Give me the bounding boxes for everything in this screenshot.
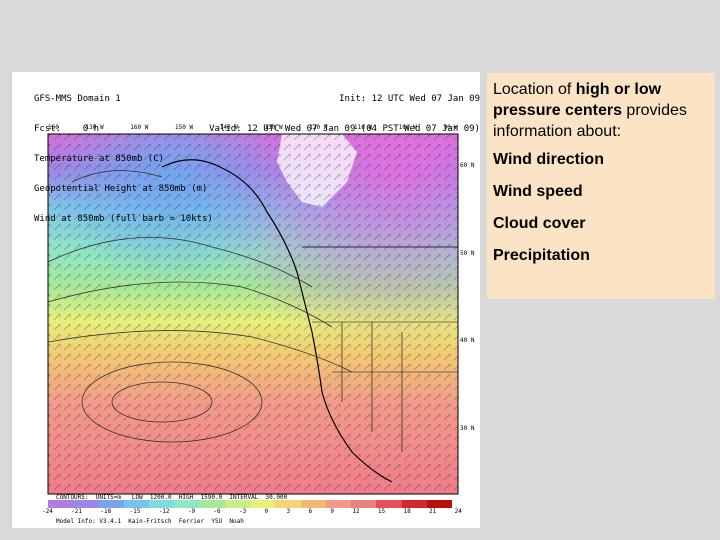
lat-label: 50 N <box>460 249 475 257</box>
question-emphasis: high or low pressure centers <box>493 81 662 119</box>
colorbar-tick: 15 <box>377 508 386 515</box>
lon-label: 130 W <box>85 124 104 131</box>
question-text: Location of high or low pressure centers… <box>493 79 709 142</box>
lon-label: 160 W <box>130 124 149 131</box>
colorbar-tick: 12 <box>352 508 360 515</box>
answer-option-cloud-cover[interactable]: Cloud cover <box>493 215 586 232</box>
question-part2: provides information about: <box>493 102 687 140</box>
colorbar-tick: 21 <box>429 508 437 515</box>
colorbar-tick: -9 <box>187 508 196 515</box>
map-header-init: Init: 12 UTC Wed 07 Jan 09 <box>339 94 480 104</box>
lon-label: 140 W <box>219 124 238 131</box>
answer-option-precipitation[interactable]: Precipitation <box>493 247 590 264</box>
colorbar-tick: -12 <box>158 508 170 515</box>
colorbar-tick: -21 <box>71 508 83 515</box>
colorbar-tick: -18 <box>100 508 112 515</box>
map-colorbar-area: CONTOURS: UNITS=m LOW 1200.0 HIGH 1590.0… <box>42 494 472 526</box>
colorbar-tick: 3 <box>286 508 291 515</box>
lon-label: 110 W <box>354 124 373 131</box>
colorbar-tick: -24 <box>42 508 53 515</box>
colorbar-tick: 0 <box>264 508 269 515</box>
colorbar-tick: -15 <box>129 508 141 515</box>
question-callout: Location of high or low pressure centers… <box>487 73 715 299</box>
lat-label: 60 N <box>460 162 475 169</box>
map-header-line: Temperature at 850mb (C) <box>34 154 165 164</box>
colorbar-tick: 9 <box>330 508 335 515</box>
temperature-colorbar <box>48 500 452 508</box>
lat-label: 30 N <box>460 424 475 432</box>
map-header-line: Fcst: 0 h <box>34 124 100 134</box>
colorbar-tick: -6 <box>213 508 221 515</box>
answer-option-wind-direction[interactable]: Wind direction <box>493 151 604 168</box>
colorbar-ticks: -24 -21 -18 -15 -12 -9 -6 -3 0 3 6 9 12 … <box>42 508 462 515</box>
lon-label: 150 W <box>175 124 194 131</box>
lat-label: 40 N <box>460 337 475 345</box>
lon-label: 130 W <box>264 124 283 131</box>
lon-label: 90 W <box>443 124 458 131</box>
weather-map: GFS-MMS Domain 1 Fcst: 0 h Temperature a… <box>12 72 480 528</box>
colorbar-tick: -3 <box>238 508 247 515</box>
map-graphic <box>47 133 459 495</box>
lon-label: 120 W <box>309 124 328 131</box>
colorbar-tick: 24 <box>454 508 462 515</box>
colorbar-tick: 18 <box>403 508 411 515</box>
answer-option-wind-speed[interactable]: Wind speed <box>493 183 583 200</box>
map-header: GFS-MMS Domain 1 Fcst: 0 h Temperature a… <box>24 74 480 224</box>
lon-label: 100 W <box>398 124 417 131</box>
map-header-line: GFS-MMS Domain 1 <box>34 94 121 104</box>
lat-labels: 60 N 50 N 40 N 30 N <box>460 162 480 432</box>
map-header-line: Wind at 850mb (full barb = 10kts) <box>34 214 213 224</box>
lon-labels: 160 130 W 160 W 150 W 140 W 130 W 120 W … <box>48 124 458 131</box>
model-info: Model Info: V3.4.1 Kain-Fritsch Ferrier … <box>56 518 244 525</box>
contour-info: CONTOURS: UNITS=m LOW 1200.0 HIGH 1590.0… <box>56 494 288 501</box>
map-header-valid: Valid: 12 UTC Wed 07 Jan 09 (04 PST Wed … <box>209 124 480 134</box>
map-header-line: Geopotential Height at 850mb (m) <box>34 184 208 194</box>
colorbar-tick: 6 <box>308 508 313 515</box>
question-part1: Location of <box>493 81 576 98</box>
lon-label: 160 <box>48 124 59 131</box>
